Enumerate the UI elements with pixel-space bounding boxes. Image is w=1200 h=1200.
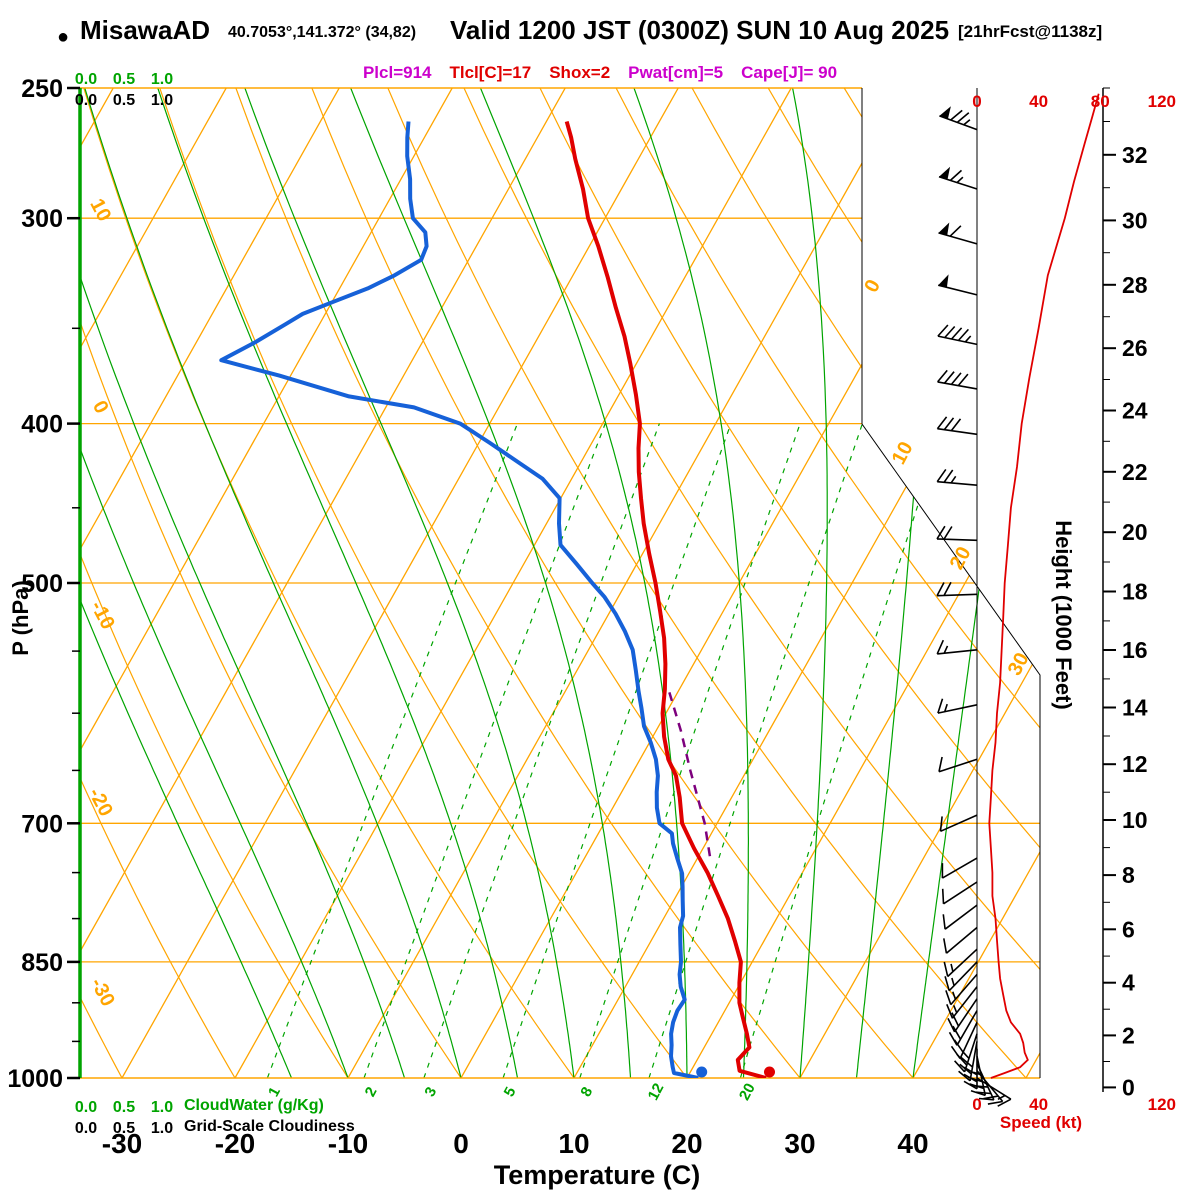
speed-tick-label: 120 [1148,92,1176,111]
cloudwater-scale-tick: 1.0 [151,1099,173,1116]
height-tick-label: 0 [1122,1074,1135,1100]
cloudwater-scale-tick: 1.0 [151,71,173,88]
pressure-tick-label: 1000 [7,1065,63,1093]
mixing-ratio-label: 20 [736,1081,759,1104]
height-tick-label: 2 [1122,1022,1135,1048]
pressure-tick-label: 850 [21,949,63,977]
height-tick-label: 30 [1122,207,1148,233]
pressure-tick-label: 700 [21,810,63,838]
param-tlcl: Tlcl[C]=17 [449,63,532,82]
wind-speed-curve [988,93,1100,1079]
cloudiness-scale-tick: 0.0 [75,1120,97,1137]
temp-tick-label: 10 [558,1128,589,1159]
cloudwater-scale-tick: 0.5 [113,1099,135,1116]
mixing-ratio-label: 8 [577,1084,596,1099]
temp-tick-label: -10 [328,1128,368,1159]
station-coords: 40.7053°,141.372° (34,82) [228,24,417,41]
height-tick-label: 22 [1122,459,1148,485]
temp-tick-label: 40 [897,1128,928,1159]
mixing-ratio-label: 12 [645,1081,668,1104]
height-tick-label: 26 [1122,335,1148,361]
cloudiness-scale-tick: 1.0 [151,1120,173,1137]
cloudwater-scale-tick: 0.5 [113,71,135,88]
param-cape: Cape[J]= 90 [741,63,838,82]
wind-barbs [936,106,1012,1107]
speed-tick-label: 0 [972,92,981,111]
pressure-tick-label: 300 [21,205,63,233]
barb-area-boundary [861,88,1041,1078]
param-shox: Shox=2 [549,63,611,82]
speed-axis-label: Speed (kt) [999,1113,1083,1132]
height-tick-label: 16 [1122,637,1148,663]
height-tick-label: 12 [1122,751,1148,777]
height-tick-label: 6 [1122,916,1135,942]
temperature-axis-label: Temperature (C) [493,1160,701,1190]
pressure-tick-label: 500 [21,570,63,598]
speed-tick-label: 40 [1029,92,1048,111]
cloudwater-scale-tick: 0.0 [75,1099,97,1116]
height-tick-label: 20 [1122,519,1148,545]
height-tick-label: 18 [1122,579,1148,605]
dewpoint-curve [219,121,699,1078]
temp-tick-label: 30 [784,1128,815,1159]
dry-adiabat-label: -30 [86,974,119,1010]
cloudwater-axis-label: CloudWater (g/Kg) [184,1097,324,1114]
temp-tick-label: -20 [215,1128,255,1159]
dry-adiabat-label: -20 [84,784,117,820]
isotherm-label: 30 [1004,649,1034,679]
sounding-curves [219,120,767,1078]
isotherm-label: 0 [860,276,885,296]
pressure-tick-label: 400 [21,411,63,439]
surface-temp-dot [764,1066,775,1078]
station-marker-icon: ● [57,26,70,48]
height-tick-label: 32 [1122,142,1148,168]
valid-time-title: Valid 1200 JST (0300Z) SUN 10 Aug 2025 [450,15,950,45]
cloudiness-scale-tick: 0.5 [113,1120,135,1137]
cloudiness-scale-tick: 1.0 [151,92,173,109]
temperature-curve [564,120,767,1078]
cloudiness-scale-tick: 0.0 [75,92,97,109]
isotherm-label: 10 [888,438,918,468]
temp-tick-label: 20 [671,1128,702,1159]
height-axis-label: Height (1000 Feet) [1051,520,1076,710]
dry-adiabat-label: -10 [86,597,119,633]
pressure-axis-label: P (hPa) [8,580,33,656]
cloudiness-axis-label: Grid-Scale Cloudiness [184,1118,355,1135]
height-tick-label: 28 [1122,272,1148,298]
speed-tick-label: 80 [1091,92,1110,111]
temp-tick-label: 0 [453,1128,469,1159]
skewt-grid [80,88,1040,1078]
height-tick-label: 4 [1122,970,1135,996]
stability-params-line: Plcl=914 Tlcl[C]=17 Shox=2 Pwat[cm]=5 Cape[J… [0,63,1200,83]
station-name: MisawaAD [80,15,211,45]
height-tick-label: 14 [1122,695,1148,721]
speed-tick-label: 40 [1029,1095,1048,1114]
mixing-ratio-label: 3 [421,1084,440,1099]
height-tick-label: 8 [1122,862,1135,888]
parcel-curve [667,691,712,857]
speed-tick-label: 120 [1148,1095,1176,1114]
temp-tick-label: -30 [102,1128,142,1159]
dry-adiabat-label: 0 [88,397,113,417]
param-pwat: Pwat[cm]=5 [628,63,724,82]
forecast-tag: [21hrFcst@1138z] [958,22,1103,41]
cloudiness-scale-tick: 0.5 [113,92,135,109]
param-plcl: Plcl=914 [362,63,432,82]
pressure-tick-label: 250 [21,75,63,103]
surface-dewpoint-dot [696,1066,708,1078]
cloudwater-scale-tick: 0.0 [75,71,97,88]
height-tick-label: 24 [1122,398,1148,424]
height-tick-label: 10 [1122,807,1148,833]
mixing-ratio-label: 5 [501,1084,520,1099]
speed-tick-label: 0 [972,1095,981,1114]
dry-adiabat-label: 10 [85,195,115,225]
mixing-ratio-label: 2 [362,1084,381,1099]
